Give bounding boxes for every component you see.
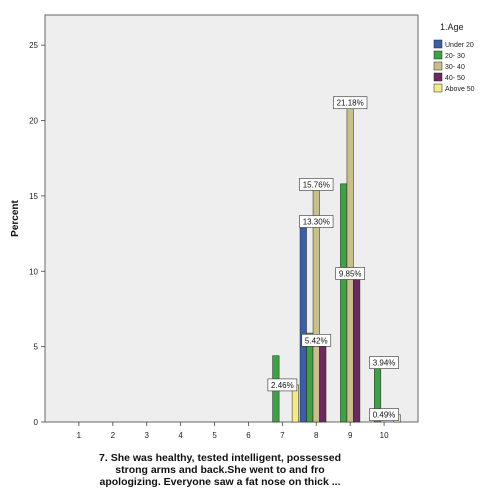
legend-swatch — [433, 39, 443, 49]
caption-line-1: 7. She was healthy, tested intelligent, … — [99, 452, 341, 464]
y-tick-label: 25 — [29, 41, 38, 50]
legend-title: 1.Age — [440, 22, 464, 32]
bar — [353, 273, 361, 423]
y-tick-label: 20 — [29, 117, 38, 126]
data-label: 9.85% — [339, 270, 362, 279]
x-tick-label: 10 — [380, 431, 389, 440]
x-tick-label: 5 — [212, 431, 217, 440]
data-label-box — [335, 267, 365, 280]
legend-swatch — [433, 83, 443, 93]
caption-line-2: strong arms and back.She went to and fro — [115, 464, 325, 476]
legend-label: 20- 30 — [445, 53, 465, 60]
legend-label: 30- 40 — [445, 64, 465, 71]
data-label-box — [369, 408, 399, 421]
data-label-box — [299, 178, 334, 191]
bar — [346, 102, 354, 423]
y-tick-label: 5 — [34, 343, 39, 352]
y-axis-title: Percent — [10, 199, 21, 236]
x-tick-label: 1 — [77, 431, 82, 440]
y-tick-label: 10 — [29, 267, 38, 276]
x-tick-label: 3 — [145, 431, 150, 440]
data-label: 15.76% — [303, 180, 330, 189]
data-label: 0.49% — [373, 411, 396, 420]
legend-swatch — [433, 72, 443, 82]
chart-caption: 7. She was healthy, tested intelligent, … — [20, 452, 420, 488]
data-label-box — [369, 356, 399, 369]
data-label-box — [267, 378, 298, 392]
data-label-box — [299, 215, 334, 228]
x-tick-label: 8 — [314, 431, 319, 440]
data-label-box — [301, 333, 332, 347]
y-tick-label: 15 — [29, 192, 38, 201]
x-tick-label: 4 — [178, 431, 183, 440]
x-tick-label: 7 — [280, 431, 285, 440]
bar — [299, 221, 307, 423]
data-label: 3.94% — [373, 359, 396, 368]
y-tick-label: 0 — [34, 418, 39, 427]
legend-swatch — [433, 50, 443, 60]
data-label: 2.46% — [271, 381, 294, 390]
bar-chart: 0 5 10 15 20 25 Percent 1 2 3 4 5 6 7 8 9 10 2.46% 13.30% 1… — [10, 14, 475, 440]
legend-label: Above 50 — [445, 86, 475, 93]
x-tick-label: 2 — [111, 431, 116, 440]
plot-area — [44, 14, 419, 423]
x-tick-label: 9 — [348, 431, 353, 440]
data-label-box — [333, 96, 368, 110]
data-label: 21.18% — [337, 99, 364, 108]
data-label: 5.42% — [305, 336, 328, 345]
x-tick-label: 6 — [246, 431, 251, 440]
bar — [319, 340, 327, 423]
legend-label: 40- 50 — [445, 75, 465, 82]
caption-line-3: apologizing. Everyone saw a fat nose on … — [99, 476, 341, 488]
data-label: 13.30% — [303, 218, 330, 227]
bar — [340, 183, 348, 423]
legend-label: Under 20 — [445, 42, 474, 49]
legend-swatch — [433, 61, 443, 71]
